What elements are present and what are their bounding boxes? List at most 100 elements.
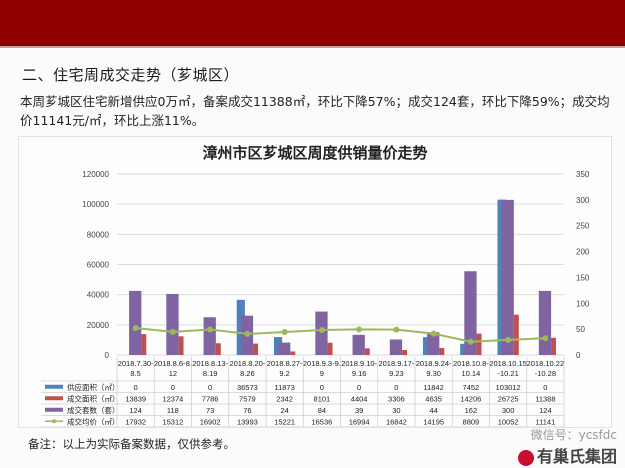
- svg-text:3306: 3306: [388, 394, 405, 403]
- svg-text:供应面积（㎡）: 供应面积（㎡）: [67, 382, 120, 392]
- svg-text:9.30: 9.30: [426, 369, 441, 378]
- svg-text:150: 150: [576, 273, 590, 282]
- header-bar: [0, 0, 625, 48]
- svg-text:0: 0: [134, 383, 138, 392]
- svg-text:10.14: 10.14: [461, 369, 480, 378]
- svg-text:0: 0: [357, 383, 361, 392]
- svg-text:12: 12: [169, 369, 177, 378]
- svg-text:15312: 15312: [162, 417, 183, 426]
- watermark: 微信号：ycsfdc 有巢氏集团: [517, 426, 617, 467]
- footnote: 备注：以上为实际备案数据，仅供参考。: [28, 437, 235, 451]
- summary-text: 本周芗城区住宅新增供应0万㎡，备案成交11388㎡，环比下降57%；成交124套…: [20, 94, 610, 128]
- svg-text:成交均价（㎡）: 成交均价（㎡）: [67, 416, 120, 426]
- svg-text:20000: 20000: [87, 321, 110, 330]
- svg-text:36573: 36573: [237, 383, 258, 392]
- svg-text:103012: 103012: [496, 383, 521, 392]
- section-title: 二、住宅周成交走势（芗城区）: [22, 66, 240, 84]
- svg-text:2018.7.30-: 2018.7.30-: [118, 359, 154, 368]
- svg-text:7452: 7452: [463, 383, 480, 392]
- svg-text:2018.9.3-9.: 2018.9.3-9.: [303, 359, 341, 368]
- svg-text:2342: 2342: [276, 394, 293, 403]
- svg-text:300: 300: [576, 196, 590, 205]
- svg-text:2018.9.17-: 2018.9.17-: [378, 359, 414, 368]
- svg-text:73: 73: [206, 406, 214, 415]
- brand-logo: 有巢氏集团: [517, 443, 617, 467]
- svg-text:8.5: 8.5: [130, 369, 140, 378]
- svg-text:9.23: 9.23: [389, 369, 404, 378]
- chart: 漳州市区芗城区周度供销量价走势 0 20000 40000 60000 80000 100…: [18, 136, 612, 428]
- svg-text:11842: 11842: [423, 383, 443, 392]
- svg-text:2018.9.24-: 2018.9.24-: [416, 359, 452, 368]
- svg-text:0: 0: [320, 383, 324, 392]
- svg-text:8.19: 8.19: [203, 369, 218, 378]
- svg-text:2018.8.13-: 2018.8.13-: [192, 359, 228, 368]
- svg-text:10052: 10052: [498, 417, 519, 426]
- svg-text:16994: 16994: [349, 417, 370, 426]
- svg-text:2018.8.6-8.: 2018.8.6-8.: [154, 359, 192, 368]
- svg-text:250: 250: [576, 222, 590, 231]
- svg-text:100000: 100000: [82, 200, 109, 209]
- svg-text:4635: 4635: [425, 394, 442, 403]
- svg-text:7579: 7579: [239, 394, 256, 403]
- svg-text:11141: 11141: [536, 417, 556, 426]
- svg-text:50: 50: [576, 325, 585, 334]
- svg-text:4404: 4404: [351, 394, 368, 403]
- svg-text:8.26: 8.26: [240, 369, 255, 378]
- svg-text:9: 9: [320, 369, 324, 378]
- svg-text:13993: 13993: [237, 417, 258, 426]
- svg-text:2018.10.15: 2018.10.15: [489, 359, 527, 368]
- svg-text:100: 100: [576, 299, 590, 308]
- svg-text:2018.10.22: 2018.10.22: [527, 359, 565, 368]
- svg-text:84: 84: [318, 406, 326, 415]
- svg-text:成交套数（套）: 成交套数（套）: [67, 405, 120, 415]
- svg-text:118: 118: [167, 406, 179, 415]
- svg-text:-10.28: -10.28: [535, 369, 556, 378]
- svg-text:40000: 40000: [87, 291, 110, 300]
- svg-text:24: 24: [280, 406, 288, 415]
- svg-text:80000: 80000: [87, 230, 110, 239]
- svg-text:9.2: 9.2: [279, 369, 289, 378]
- svg-text:124: 124: [129, 406, 142, 415]
- svg-text:17932: 17932: [125, 417, 146, 426]
- svg-text:14206: 14206: [460, 394, 481, 403]
- svg-text:76: 76: [243, 406, 251, 415]
- svg-text:200: 200: [576, 248, 590, 257]
- brand-icon: [517, 449, 534, 466]
- svg-text:350: 350: [576, 170, 590, 179]
- svg-text:-10.21: -10.21: [497, 369, 518, 378]
- svg-text:0: 0: [171, 383, 175, 392]
- svg-text:26725: 26725: [498, 394, 519, 403]
- svg-text:39: 39: [355, 406, 363, 415]
- svg-text:11873: 11873: [274, 383, 294, 392]
- svg-text:124: 124: [539, 406, 552, 415]
- svg-text:2018.8.27-: 2018.8.27-: [267, 359, 303, 368]
- svg-text:9.16: 9.16: [352, 369, 367, 378]
- chart-title: 漳州市区芗城区周度供销量价走势: [202, 144, 428, 162]
- svg-text:13839: 13839: [125, 394, 146, 403]
- svg-text:300: 300: [502, 406, 515, 415]
- svg-text:0: 0: [105, 351, 110, 360]
- svg-text:15221: 15221: [274, 417, 295, 426]
- svg-text:16842: 16842: [386, 417, 407, 426]
- chart-plot: 0200004000060000800001000001200000501001…: [41, 170, 590, 427]
- svg-text:120000: 120000: [82, 170, 109, 179]
- svg-text:60000: 60000: [87, 261, 110, 270]
- svg-text:11388: 11388: [535, 394, 555, 403]
- svg-text:12374: 12374: [162, 394, 183, 403]
- brand-name: 有巢氏集团: [536, 447, 617, 466]
- svg-text:8101: 8101: [314, 394, 331, 403]
- svg-text:14195: 14195: [423, 417, 444, 426]
- svg-text:30: 30: [392, 406, 400, 415]
- svg-text:162: 162: [465, 406, 478, 415]
- svg-text:16536: 16536: [311, 417, 332, 426]
- svg-text:44: 44: [429, 406, 437, 415]
- svg-text:2018.8.20-: 2018.8.20-: [229, 359, 265, 368]
- svg-text:0: 0: [543, 383, 547, 392]
- svg-text:2018.10.8-: 2018.10.8-: [453, 359, 489, 368]
- svg-text:7786: 7786: [202, 394, 219, 403]
- svg-text:2018.9.10-: 2018.9.10-: [341, 359, 377, 368]
- svg-text:16902: 16902: [200, 417, 221, 426]
- svg-text:8809: 8809: [463, 417, 480, 426]
- svg-text:成交面积（㎡）: 成交面积（㎡）: [67, 393, 120, 403]
- wechat-id: 微信号：ycsfdc: [530, 428, 617, 442]
